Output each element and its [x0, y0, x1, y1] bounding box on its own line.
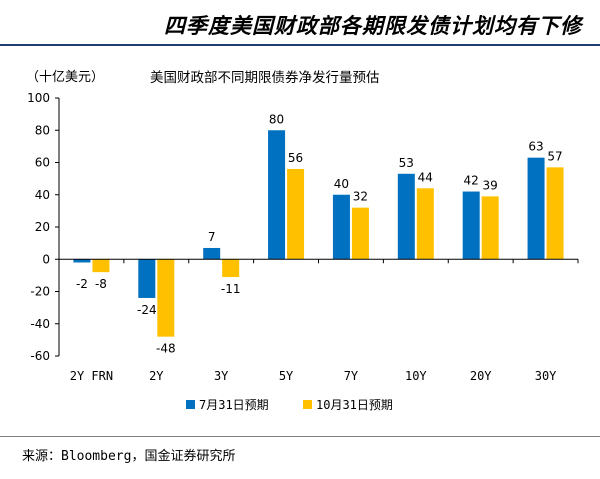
data-label: 40 — [334, 177, 349, 191]
bar — [527, 157, 545, 260]
bar — [268, 130, 286, 260]
bar — [73, 259, 91, 263]
y-tick-label: -60 — [30, 349, 50, 363]
legend-label: 10月31日预期 — [316, 398, 393, 412]
page-title: 四季度美国财政部各期限发债计划均有下修 — [164, 13, 582, 38]
data-label: 44 — [418, 170, 433, 184]
bar — [287, 168, 305, 260]
y-tick-label: -40 — [30, 317, 50, 331]
source-note: 来源：Bloomberg，国金证券研究所 — [22, 449, 236, 464]
data-label: 7 — [208, 230, 216, 244]
data-label: -11 — [221, 282, 241, 296]
data-label: 53 — [399, 156, 414, 170]
legend-swatch — [303, 400, 312, 409]
footer-divider — [0, 436, 600, 437]
bar-chart: -60 -40 -20 0 20 40 60 80 100 2Y FRN 2Y 3Y 5Y 7Y 10Y 20… — [27, 91, 579, 412]
data-label: -8 — [95, 277, 107, 291]
bar — [138, 259, 156, 298]
bar — [416, 188, 434, 260]
data-label: 80 — [269, 112, 284, 126]
bar — [222, 259, 240, 277]
data-label: 63 — [528, 140, 543, 154]
x-category-label: 5Y — [279, 369, 294, 383]
data-label: -48 — [156, 342, 176, 356]
x-category-label: 20Y — [470, 369, 492, 383]
bar — [332, 194, 350, 260]
x-category-label: 10Y — [405, 369, 427, 383]
bar — [203, 247, 221, 260]
y-tick-label: 0 — [42, 252, 50, 266]
x-category-label: 3Y — [214, 369, 229, 383]
y-tick-label: 100 — [27, 91, 50, 105]
data-label: 56 — [288, 151, 303, 165]
bar — [397, 173, 415, 260]
legend-label: 7月31日预期 — [199, 398, 269, 412]
data-label: -24 — [137, 303, 157, 317]
y-tick-label: 60 — [35, 156, 50, 170]
y-tick-label: 40 — [35, 188, 50, 202]
data-label: 42 — [464, 174, 479, 188]
bar — [351, 207, 369, 260]
x-category-label: 2Y — [149, 369, 164, 383]
data-label: -2 — [76, 277, 88, 291]
x-category-label: 2Y FRN — [70, 369, 113, 383]
bar — [157, 259, 175, 337]
bar — [481, 196, 499, 260]
x-category-label: 7Y — [344, 369, 359, 383]
data-label: 32 — [353, 190, 368, 204]
chart-title: 美国财政部不同期限债券净发行量预估 — [150, 70, 380, 86]
y-tick-label: 20 — [35, 220, 50, 234]
data-label: 39 — [483, 178, 498, 192]
legend-swatch — [186, 400, 195, 409]
bar — [462, 191, 480, 260]
x-category-label: 30Y — [535, 369, 557, 383]
y-tick-label: 80 — [35, 123, 50, 137]
y-tick-label: -20 — [30, 285, 50, 299]
header-divider — [0, 44, 600, 46]
y-axis-unit-label: （十亿美元） — [26, 70, 105, 85]
bar — [92, 259, 110, 273]
bar — [546, 167, 564, 260]
data-label: 57 — [547, 149, 562, 163]
